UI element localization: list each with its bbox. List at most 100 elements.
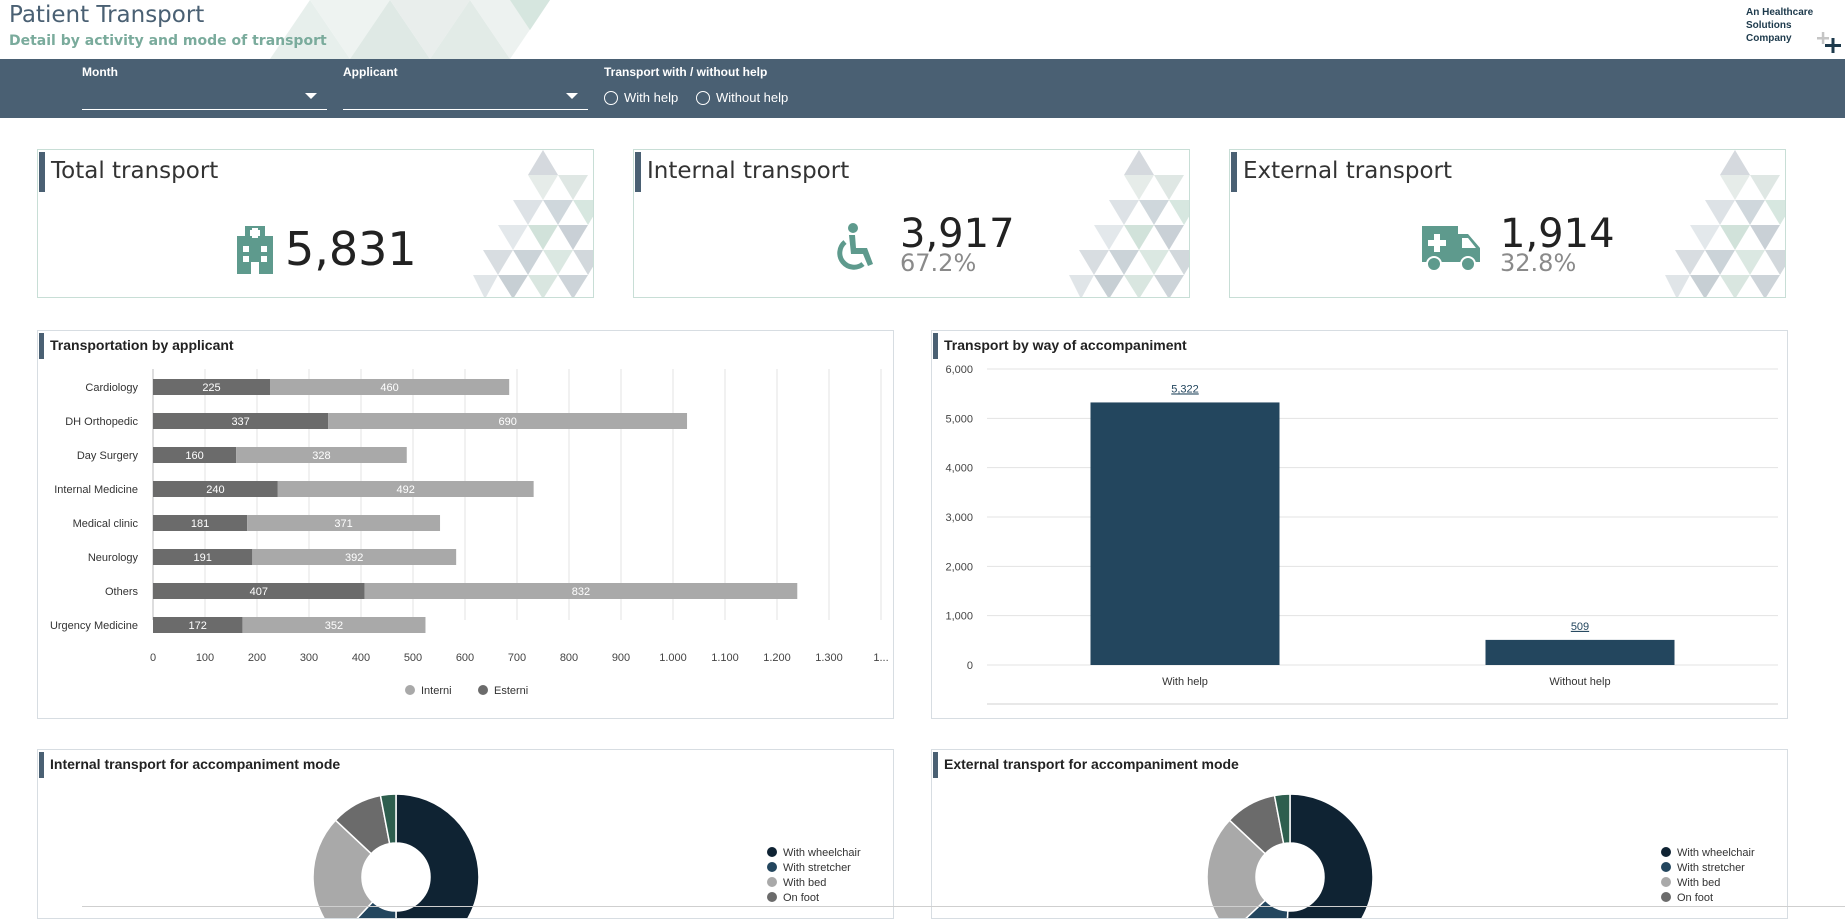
bar-segment-esterni[interactable] (153, 583, 365, 599)
bar-segment-interni[interactable] (277, 481, 534, 497)
wheelchair-icon (837, 223, 873, 270)
radio-circle-icon[interactable] (696, 90, 710, 105)
x-tick-label: 0 (150, 652, 156, 664)
x-tick-label: 500 (404, 652, 422, 664)
category-label: Without help (1549, 676, 1610, 688)
x-tick-label: 800 (560, 652, 578, 664)
data-label: 337 (231, 416, 249, 428)
y-tick-label: 1,000 (945, 611, 973, 623)
legend-marker (405, 685, 415, 695)
donut-slice[interactable] (1206, 819, 1267, 919)
legend-label: Interni (421, 685, 452, 697)
bar[interactable] (1090, 402, 1280, 665)
legend-marker (767, 847, 777, 857)
x-tick-label: 1.000 (659, 652, 687, 664)
data-label: 328 (312, 450, 330, 462)
kpi-card-total: Total transport 5,831 (37, 149, 594, 298)
panel-transport-by-applicant: Transportation by applicant 0 100 200 300 40… (37, 330, 894, 719)
x-tick-label: 1.100 (711, 652, 739, 664)
donut-slice[interactable] (395, 793, 480, 919)
category-label: Internal Medicine (54, 484, 138, 496)
data-label: 352 (325, 620, 343, 632)
data-label: 181 (191, 518, 209, 530)
applicant-dropdown[interactable] (343, 83, 588, 110)
bar[interactable] (1485, 639, 1675, 665)
category-label: Cardiology (85, 382, 138, 394)
legend-label: With wheelchair (783, 847, 861, 859)
data-label: 690 (498, 416, 516, 428)
panel-external-mode: External transport for accompaniment mod… (931, 749, 1788, 919)
radio-without-help[interactable]: Without help (696, 90, 788, 105)
bar-value-label[interactable]: 509 (1571, 621, 1589, 633)
category-label: Day Surgery (77, 450, 139, 462)
data-label: 371 (334, 518, 352, 530)
panel-title: Transportation by applicant (50, 337, 234, 353)
radio-circle-icon[interactable] (604, 90, 618, 105)
help-filter-label: Transport with / without help (604, 65, 768, 79)
legend-marker (478, 685, 488, 695)
bar-segment-esterni[interactable] (153, 379, 270, 395)
legend-label: With bed (783, 877, 826, 889)
data-label: 225 (202, 382, 220, 394)
x-tick-label: 1... (873, 652, 888, 664)
panel-title: External transport for accompaniment mod… (944, 756, 1239, 772)
page-title: Patient Transport (9, 2, 205, 28)
category-label: Neurology (88, 552, 139, 564)
filter-bar: Month Applicant Transport with / without… (0, 59, 1845, 118)
bar-segment-esterni[interactable] (153, 447, 237, 463)
legend-label: With bed (1677, 877, 1720, 889)
data-label: 407 (250, 586, 268, 598)
bar-segment-esterni[interactable] (153, 515, 248, 531)
kpi-card-external: External transport 1,914 32.8% (1229, 149, 1786, 298)
legend-marker (1661, 862, 1671, 872)
legend-label: With wheelchair (1677, 847, 1755, 859)
bar-segment-interni[interactable] (270, 379, 510, 395)
bar-value-label[interactable]: 5,322 (1171, 383, 1199, 395)
bar-segment-interni[interactable] (247, 515, 441, 531)
x-tick-label: 600 (456, 652, 474, 664)
bar-segment-interni[interactable] (328, 413, 688, 429)
data-label: 191 (193, 552, 211, 564)
legend-marker (767, 892, 777, 902)
bar-segment-interni[interactable] (236, 447, 407, 463)
y-tick-label: 6,000 (945, 364, 973, 376)
legend-label: On foot (1677, 892, 1713, 904)
category-label: Others (105, 586, 139, 598)
month-filter-label: Month (82, 65, 118, 79)
x-tick-label: 700 (508, 652, 526, 664)
kpi-value: 1,914 (1500, 211, 1615, 257)
y-tick-label: 0 (967, 660, 973, 672)
page-subtitle: Detail by activity and mode of transport (9, 33, 327, 49)
y-tick-label: 4,000 (945, 463, 973, 475)
bar-segment-esterni[interactable] (153, 617, 243, 633)
category-label: With help (1162, 676, 1208, 688)
chevron-down-icon (566, 93, 578, 99)
donut-slice[interactable] (379, 793, 397, 845)
bar-segment-interni[interactable] (242, 617, 426, 633)
bar-segment-interni[interactable] (364, 583, 798, 599)
bar-segment-esterni[interactable] (153, 549, 253, 565)
month-dropdown[interactable] (82, 83, 327, 110)
bar-segment-interni[interactable] (252, 549, 457, 565)
bar-segment-esterni[interactable] (153, 481, 278, 497)
legend-label: Esterni (494, 685, 528, 697)
data-label: 172 (189, 620, 207, 632)
x-tick-label: 200 (248, 652, 266, 664)
kpi-title: External transport (1243, 158, 1453, 184)
category-label: DH Orthopedic (65, 416, 138, 428)
bar-segment-esterni[interactable] (153, 413, 329, 429)
kpi-title: Total transport (51, 158, 219, 184)
kpi-card-internal: Internal transport 3,917 67.2% (633, 149, 1190, 298)
x-tick-label: 300 (300, 652, 318, 664)
radio-with-help[interactable]: With help (604, 90, 678, 105)
x-tick-label: 1.200 (763, 652, 791, 664)
applicant-filter-label: Applicant (343, 65, 398, 79)
internal-mode-donut-chart: With wheelchair With stretcher With bed On … (312, 793, 861, 919)
donut-slice[interactable] (1273, 793, 1291, 845)
applicant-stacked-bar-chart: 0 100 200 300 400 500 600 700 800 900 1.000 1.100 1.… (50, 369, 889, 697)
chevron-down-icon (305, 93, 317, 99)
donut-slice[interactable] (1285, 793, 1374, 919)
accompaniment-bar-chart: 0 1,000 2,000 3,000 4,000 5,000 6,000 5,322 With… (945, 364, 1778, 705)
legend-marker (1661, 847, 1671, 857)
x-tick-label: 400 (352, 652, 370, 664)
